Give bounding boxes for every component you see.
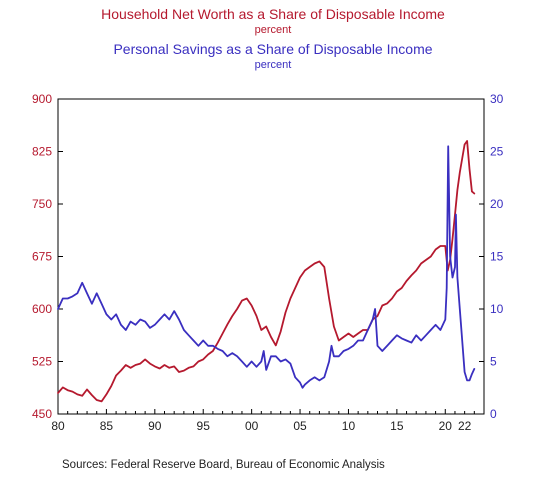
right-axis-tick-label: 5 — [490, 355, 497, 369]
source-note: Sources: Federal Reserve Board, Bureau o… — [62, 459, 385, 471]
left-axis-tick-label: 675 — [32, 250, 52, 264]
right-axis-tick-label: 30 — [490, 92, 504, 106]
x-axis-tick-label: 90 — [148, 419, 162, 433]
left-axis-tick-label: 750 — [32, 197, 52, 211]
x-axis-tick-label: 20 — [439, 419, 453, 433]
x-axis-tick-label: 15 — [390, 419, 404, 433]
x-axis-tick-label: 85 — [100, 419, 114, 433]
right-axis-tick-label: 25 — [490, 145, 504, 159]
x-axis-tick-label: 22 — [458, 419, 472, 433]
chart-subtitle-unit: percent — [254, 59, 292, 71]
left-axis-tick-label: 525 — [32, 355, 52, 369]
x-axis-tick-label: 95 — [197, 419, 211, 433]
plot-frame — [57, 98, 485, 415]
left-axis-tick-label: 600 — [32, 302, 52, 316]
x-axis-tick-label: 05 — [293, 419, 307, 433]
savings-rate-line — [57, 145, 476, 389]
left-axis-tick-label: 825 — [32, 145, 52, 159]
x-axis-tick-label: 10 — [342, 419, 356, 433]
left-axis-tick-label: 900 — [32, 92, 52, 106]
right-axis-tick-label: 15 — [490, 250, 504, 264]
chart-title: Household Net Worth as a Share of Dispos… — [101, 6, 445, 22]
x-axis-tick-label: 80 — [51, 419, 65, 433]
x-axis-tick-label: 00 — [245, 419, 259, 433]
chart-title-unit: percent — [254, 24, 292, 36]
chart-subtitle: Personal Savings as a Share of Disposabl… — [113, 41, 433, 57]
right-axis-tick-label: 10 — [490, 302, 504, 316]
right-axis-tick-label: 0 — [490, 407, 497, 421]
left-axis-tick-label: 450 — [32, 407, 52, 421]
right-axis-tick-label: 20 — [490, 197, 504, 211]
net-worth-line — [57, 140, 476, 403]
